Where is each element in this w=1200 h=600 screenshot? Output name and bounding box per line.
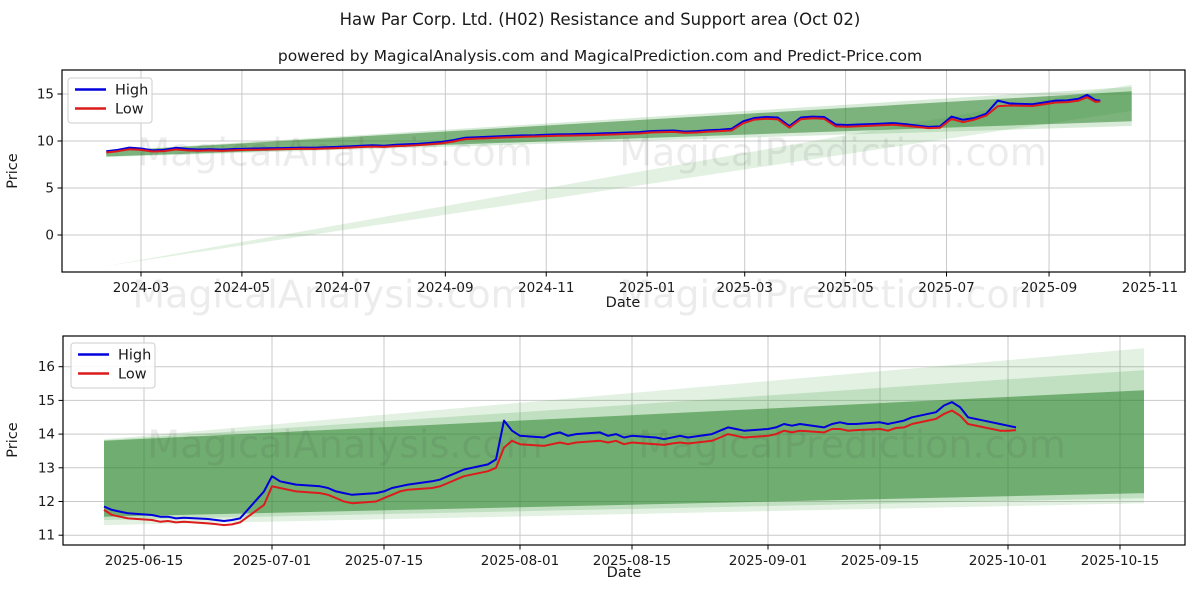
y-tick-label: 10 — [37, 134, 54, 150]
x-tick-label: 2025-11 — [1122, 280, 1178, 296]
x-tick-label: 2025-09-01 — [729, 553, 807, 569]
y-tick-label: 13 — [38, 460, 55, 476]
low-line — [103, 409, 1017, 527]
x-tick-label: 2024-05 — [214, 280, 270, 296]
y-tick-label: 15 — [37, 87, 54, 103]
x-tick-label: 2025-07 — [918, 280, 974, 296]
x-tick-label: 2025-03 — [717, 280, 773, 296]
x-tick-label: 2025-10-01 — [969, 553, 1047, 569]
y-tick-label: 15 — [38, 393, 55, 409]
x-axis-label: Date — [607, 565, 642, 581]
y-axis-label: Price — [5, 153, 21, 188]
x-tick-label: 2025-07-15 — [345, 553, 423, 569]
y-tick-label: 11 — [38, 528, 55, 544]
y-tick-label: 14 — [38, 427, 55, 443]
high-line — [106, 93, 1101, 153]
x-tick-label: 2024-07 — [315, 280, 371, 296]
x-tick-label: 2024-11 — [518, 280, 574, 296]
x-tick-label: 2024-03 — [113, 280, 169, 296]
y-tick-label: 16 — [38, 359, 55, 375]
watermark-text: MagicalAnalysis.com — [147, 423, 542, 467]
x-tick-label: 2025-10-15 — [1081, 553, 1159, 569]
high-line — [103, 401, 1017, 522]
chart-title: Haw Par Corp. Ltd. (H02) Resistance and … — [339, 10, 861, 29]
channel-dark-band — [104, 390, 1144, 517]
y-axis-label: Price — [5, 422, 21, 457]
x-tick-label: 2025-05 — [817, 280, 873, 296]
x-tick-label: 2025-01 — [619, 280, 675, 296]
x-tick-label: 2025-08-01 — [481, 553, 559, 569]
chart-subtitle: powered by MagicalAnalysis.com and Magic… — [277, 47, 923, 65]
low-line — [106, 96, 1101, 154]
x-axis-label: Date — [606, 295, 641, 311]
legend-label: High — [115, 83, 148, 99]
x-tick-label: 2025-06-15 — [105, 553, 183, 569]
x-tick-label: 2025-09 — [1021, 280, 1077, 296]
legend-label: High — [118, 348, 151, 364]
x-tick-label: 2025-07-01 — [233, 553, 311, 569]
axes-spine — [62, 335, 1186, 546]
watermark-text: MagicalPrediction.com — [619, 131, 1047, 175]
y-tick-label: 0 — [45, 228, 54, 244]
y-tick-label: 5 — [45, 181, 54, 197]
x-tick-label: 2024-09 — [417, 280, 473, 296]
watermark-text: MagicalPrediction.com — [619, 273, 1047, 317]
x-tick-label: 2025-08-15 — [593, 553, 671, 569]
channel-dark-band — [106, 91, 1132, 157]
legend-label: Low — [115, 102, 144, 118]
watermark-text: MagicalAnalysis.com — [132, 273, 527, 317]
watermark-text: MagicalPrediction.com — [638, 423, 1066, 467]
x-tick-label: 2025-09-15 — [841, 553, 919, 569]
legend-label: Low — [118, 367, 147, 383]
axes-spine — [61, 69, 1186, 273]
y-tick-label: 12 — [38, 494, 55, 510]
